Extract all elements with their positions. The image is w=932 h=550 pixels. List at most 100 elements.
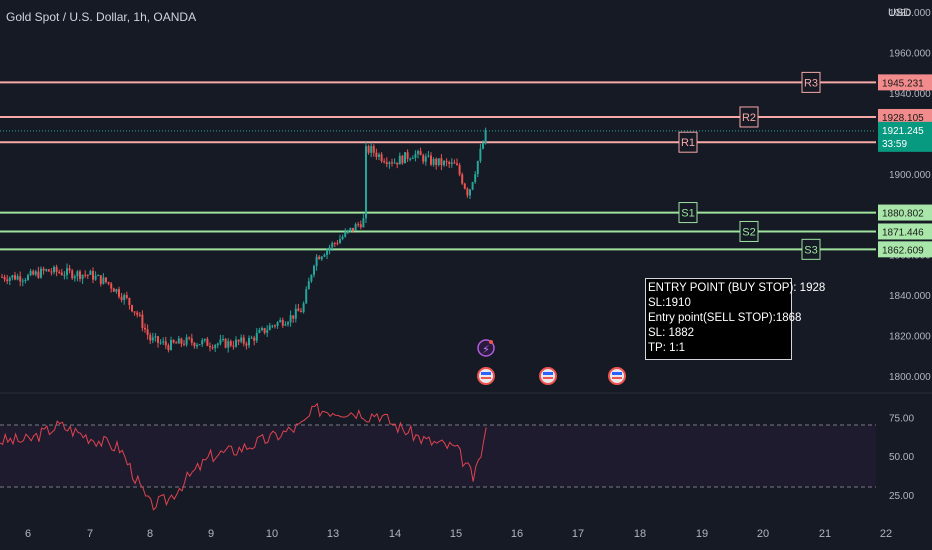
price-badge-label: 1945.231: [882, 78, 924, 89]
candle-body: [151, 337, 154, 341]
candle-body: [370, 146, 373, 153]
candle-body: [471, 182, 474, 190]
candle-body: [19, 276, 22, 282]
candle-body: [276, 322, 279, 326]
time-tick-label: 13: [327, 528, 339, 540]
candle-body: [144, 327, 146, 330]
candle-body: [458, 165, 461, 175]
candle-body: [284, 324, 287, 326]
price-badge: [878, 223, 932, 240]
candle-body: [323, 254, 326, 257]
candle-body: [224, 338, 227, 348]
candle-body: [175, 342, 178, 344]
candle-body: [32, 271, 35, 275]
us-flag-icon[interactable]: [539, 367, 557, 385]
candle-body: [346, 230, 349, 232]
candle-body: [188, 337, 191, 339]
candle-body: [310, 274, 313, 282]
candle-body: [180, 338, 183, 344]
candle-body: [190, 338, 193, 343]
candle-body: [469, 189, 471, 196]
candle-body: [86, 274, 89, 276]
candle-body: [359, 224, 362, 228]
candle-body: [167, 345, 170, 351]
candle-body: [198, 344, 201, 346]
candle-body: [411, 157, 414, 159]
price-tick-label: 1820.000: [889, 331, 931, 342]
candle-body: [112, 288, 115, 292]
candle-body: [297, 308, 300, 312]
us-flag-icon[interactable]: [477, 367, 495, 385]
price-badge: [878, 241, 932, 258]
flag-stripe: [612, 377, 622, 379]
candle-body: [66, 268, 68, 276]
candle-body: [424, 156, 427, 162]
candle-body: [271, 325, 274, 327]
candle-body: [131, 305, 133, 312]
candle-body: [482, 143, 484, 149]
candle-body: [1, 276, 3, 278]
level-tag-box: [739, 106, 759, 128]
candle-body: [102, 277, 105, 284]
price-badge-label: 1928.105: [882, 113, 924, 124]
candle-body: [27, 275, 29, 280]
candle-body: [409, 158, 412, 160]
price-badge: [878, 74, 932, 91]
annotation-line: ENTRY POINT (BUY STOP): 1928: [648, 282, 826, 294]
candle-body: [450, 162, 453, 164]
candle-body: [81, 274, 84, 279]
candle-body: [128, 297, 131, 306]
candle-body: [53, 266, 55, 273]
candle-body: [417, 151, 419, 154]
time-tick-label: 20: [757, 528, 769, 540]
candle-body: [307, 281, 310, 290]
candle-body: [97, 275, 100, 277]
us-flag-icon[interactable]: [608, 367, 626, 385]
candle-body: [232, 345, 235, 347]
candle-body: [170, 339, 172, 351]
candle-body: [289, 315, 292, 323]
candle-body: [222, 338, 224, 340]
candle-body: [185, 337, 188, 345]
lightning-icon[interactable]: [477, 339, 495, 357]
candle-body: [94, 275, 97, 280]
candle-body: [162, 341, 165, 343]
annotation-line: TP: 1:1: [648, 342, 686, 354]
candle-body: [120, 296, 123, 301]
candle-body: [352, 227, 354, 231]
candle-body: [315, 256, 318, 267]
candle-body: [214, 345, 217, 349]
candle-body: [383, 161, 386, 163]
candle-body: [250, 337, 253, 339]
candle-body: [466, 188, 469, 196]
level-tag-s3: S3: [804, 244, 817, 256]
rsi-band: [0, 425, 876, 487]
candle-body: [474, 174, 477, 183]
annotation-line: SL:1910: [648, 297, 691, 309]
candle-body: [29, 271, 32, 276]
time-tick-label: 19: [696, 528, 708, 540]
candle-body: [268, 325, 271, 331]
candle-body: [107, 282, 110, 284]
current-price-badge: [878, 121, 932, 152]
candle-body: [92, 270, 94, 280]
candle-body: [84, 274, 87, 276]
candle-body: [123, 295, 126, 301]
flag-stripe: [481, 372, 491, 375]
candle-body: [133, 311, 136, 313]
candle-body: [47, 269, 50, 272]
candle-body: [349, 227, 352, 231]
time-tick-label: 18: [634, 528, 646, 540]
candle-body: [6, 279, 9, 282]
candle-body: [55, 266, 58, 272]
candle-body: [287, 322, 289, 325]
candle-body: [294, 308, 297, 319]
candle-body: [333, 243, 336, 245]
candle-body: [302, 303, 305, 313]
candle-body: [380, 154, 383, 162]
candle-body: [3, 276, 6, 280]
lightning-icon-glyph: ⚡: [482, 344, 490, 356]
candle-body: [378, 154, 380, 157]
rsi-tick-label: 75.00: [889, 413, 914, 424]
